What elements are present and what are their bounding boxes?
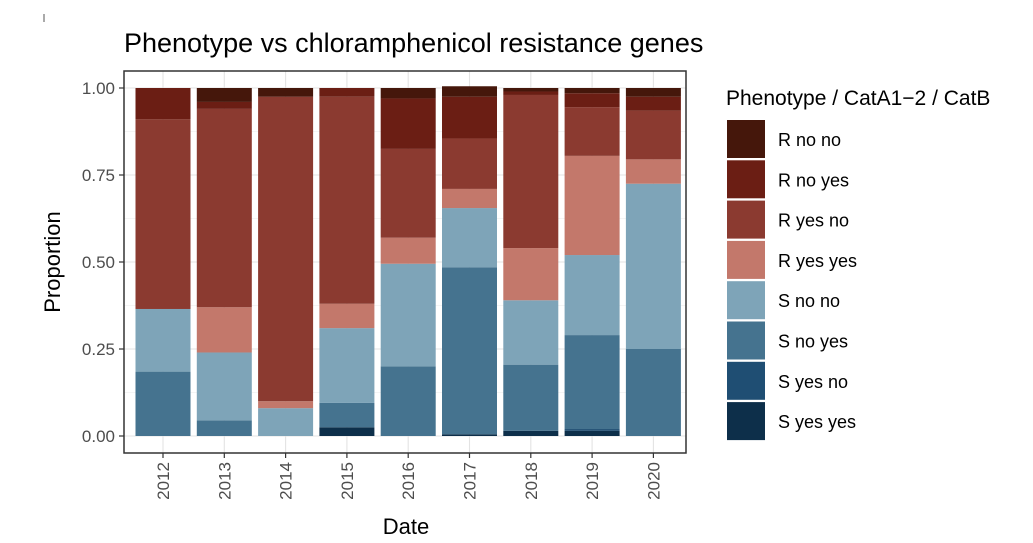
- bar-segment: [196, 101, 252, 109]
- legend: Phenotype / CatA1−2 / CatB R no no R no y…: [726, 87, 990, 441]
- bar-segment: [503, 94, 559, 249]
- legend-label: S yes no: [778, 372, 848, 392]
- bar-segment: [196, 352, 252, 421]
- legend-label: R yes yes: [778, 251, 857, 271]
- chart-title: Phenotype vs chloramphenicol resistance …: [124, 28, 703, 58]
- bar-segment: [135, 308, 191, 372]
- bar-segment: [442, 267, 497, 435]
- bar-segment: [380, 148, 436, 238]
- bar-segment: [258, 88, 314, 97]
- legend-label: R no no: [778, 130, 841, 150]
- legend-swatch: [727, 281, 765, 320]
- bar-segment: [319, 427, 375, 436]
- legend-title: Phenotype / CatA1−2 / CatB: [726, 87, 990, 110]
- bars: [135, 86, 681, 436]
- bar-segment: [135, 371, 191, 436]
- bar-segment: [503, 364, 559, 431]
- bar-segment: [442, 138, 497, 189]
- bar-segment: [319, 402, 375, 428]
- bar-segment: [503, 300, 559, 365]
- legend-swatch: [727, 240, 765, 279]
- bar-segment: [258, 401, 314, 409]
- legend-label: R yes no: [778, 211, 849, 231]
- bar-segment: [442, 434, 497, 436]
- x-tick-label: 2018: [522, 462, 541, 500]
- legend-label: S no no: [778, 291, 840, 311]
- bar-segment: [503, 248, 559, 301]
- x-tick-label: 2019: [583, 462, 602, 500]
- bar-segment: [503, 430, 559, 436]
- x-tick-label: 2016: [399, 462, 418, 500]
- legend-swatch: [727, 160, 765, 199]
- bar-segment: [135, 88, 191, 120]
- bar-segment: [442, 208, 497, 268]
- bar-segment: [503, 91, 559, 95]
- bar-segment: [196, 88, 252, 102]
- bar-segment: [564, 155, 620, 256]
- bar-segment: [625, 110, 681, 160]
- bar-segment: [258, 408, 314, 436]
- bar-segment: [564, 88, 620, 94]
- bar-segment: [625, 96, 681, 111]
- bar-segment: [564, 335, 620, 430]
- y-axis: 0.00 0.25 0.50 0.75 1.00: [82, 79, 124, 446]
- bar-segment: [380, 366, 436, 436]
- bar-segment: [380, 88, 436, 99]
- y-tick-label: 0.25: [82, 340, 115, 359]
- legend-label: S yes yes: [778, 412, 856, 432]
- y-tick-label: 0.00: [82, 427, 115, 446]
- bar-segment: [319, 328, 375, 403]
- legend-label: R no yes: [778, 170, 849, 190]
- legend-label: S no yes: [778, 332, 848, 352]
- bar-segment: [564, 430, 620, 436]
- bar-segment: [258, 96, 314, 402]
- legend-swatch: [727, 321, 765, 360]
- bar-segment: [380, 263, 436, 367]
- bar-segment: [196, 420, 252, 436]
- y-tick-label: 0.75: [82, 166, 115, 185]
- bar-segment: [564, 255, 620, 336]
- x-axis: 2012 2013 2014 2015 2016 2017 2018 2019 2020: [154, 453, 663, 500]
- legend-swatch: [727, 200, 765, 239]
- x-tick-label: 2015: [338, 462, 357, 500]
- y-axis-title: Proportion: [40, 211, 65, 313]
- legend-swatch: [727, 402, 765, 441]
- bar-segment: [625, 88, 681, 97]
- bar-segment: [625, 183, 681, 349]
- y-tick-label: 0.50: [82, 253, 115, 272]
- bar-segment: [196, 307, 252, 353]
- bar-segment: [625, 159, 681, 184]
- bar-segment: [380, 237, 436, 264]
- bar-segment: [319, 96, 375, 304]
- bar-segment: [442, 96, 497, 139]
- x-tick-label: 2020: [644, 462, 663, 500]
- bar-segment: [380, 98, 436, 149]
- x-tick-label: 2017: [461, 462, 480, 500]
- bar-segment: [319, 88, 375, 97]
- bar-segment: [319, 303, 375, 329]
- x-tick-label: 2012: [154, 462, 173, 500]
- bar-segment: [564, 107, 620, 156]
- bar-segment: [442, 188, 497, 209]
- bar-segment: [442, 86, 497, 97]
- bar-segment: [564, 93, 620, 108]
- bar-segment: [625, 349, 681, 436]
- bar-segment: [503, 88, 559, 92]
- x-axis-title: Date: [383, 514, 429, 539]
- y-tick-label: 1.00: [82, 79, 115, 98]
- bar-segment: [196, 108, 252, 308]
- legend-swatch: [727, 361, 765, 400]
- legend-swatch: [727, 120, 765, 158]
- x-tick-label: 2013: [215, 462, 234, 500]
- x-tick-label: 2014: [277, 462, 296, 500]
- bar-segment: [135, 119, 191, 309]
- bar-segment: [564, 429, 620, 431]
